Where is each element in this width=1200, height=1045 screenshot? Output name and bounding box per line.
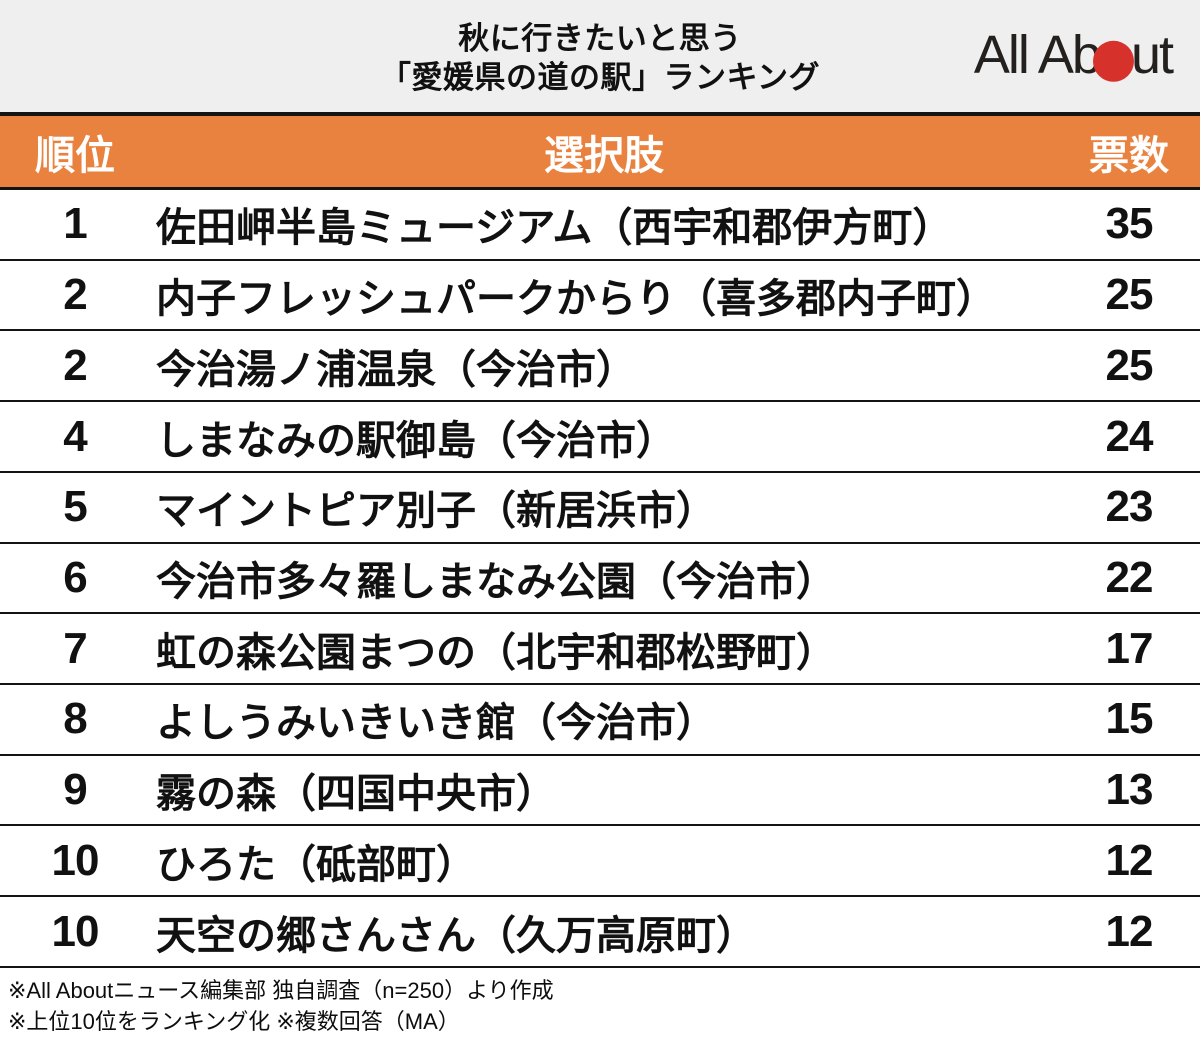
header-votes: 票数 [1089,133,1169,178]
table-row: 10 天空の郷さんさん（久万高原町） 12 [0,897,1200,968]
title-line-1: 秋に行きたいと思う [458,21,742,56]
rank-cell: 8 [63,694,87,744]
rank-cell: 2 [63,270,87,320]
rank-cell: 4 [63,411,87,461]
table-row: 2 今治湯ノ浦温泉（今治市） 25 [0,331,1200,403]
votes-cell: 24 [1105,411,1154,461]
footer-note-2: ※上位10位をランキング化 ※複数回答（MA） [8,1008,460,1034]
votes-cell: 13 [1105,765,1154,815]
votes-cell: 15 [1105,694,1154,744]
rank-cell: 1 [63,199,87,249]
rank-cell: 6 [63,552,87,602]
choice-cell: 霧の森（四国中央市） [156,772,556,817]
choice-cell: ひろた（砥部町） [156,842,476,887]
header-rank: 順位 [35,133,115,178]
table-row: 6 今治市多々羅しまなみ公園（今治市） 22 [0,543,1200,615]
votes-cell: 17 [1105,623,1154,673]
choice-cell: よしうみいきいき館（今治市） [156,701,716,746]
allabout-logo: All Ab ut [973,24,1174,86]
header-choice: 選択肢 [544,133,664,178]
table-row: 5 マイントピア別子（新居浜市） 23 [0,472,1200,544]
choice-cell: 天空の郷さんさん（久万高原町） [156,913,756,958]
rank-cell: 5 [63,482,87,532]
rank-cell: 10 [51,906,100,956]
choice-cell: 今治湯ノ浦温泉（今治市） [156,347,636,392]
footer-note-1: ※All Aboutニュース編集部 独自調査（n=250）より作成 [8,977,554,1003]
table-row: 9 霧の森（四国中央市） 13 [0,755,1200,827]
logo-text-left: All Ab [973,24,1102,85]
rank-cell: 7 [63,623,87,673]
votes-cell: 12 [1105,835,1154,885]
rank-cell: 2 [63,340,87,390]
votes-cell: 12 [1105,906,1154,956]
choice-cell: 今治市多々羅しまなみ公園（今治市） [156,559,836,604]
choice-cell: 虹の森公園まつの（北宇和郡松野町） [156,630,836,675]
table-row: 4 しまなみの駅御島（今治市） 24 [0,402,1200,473]
ranking-table: 順位 選択肢 票数 1 佐田岬半島ミュージアム（西宇和郡伊方町） 35 2 内子… [0,112,1200,968]
votes-cell: 25 [1105,340,1154,390]
choice-cell: 佐田岬半島ミュージアム（西宇和郡伊方町） [156,206,953,251]
votes-cell: 22 [1105,552,1154,602]
table-row: 7 虹の森公園まつの（北宇和郡松野町） 17 [0,614,1200,686]
choice-cell: マイントピア別子（新居浜市） [156,489,716,534]
title-line-2: 「愛媛県の道の駅」ランキング [379,60,821,95]
header-band: 秋に行きたいと思う 「愛媛県の道の駅」ランキング All Ab ut [0,0,1200,112]
rank-cell: 10 [51,835,100,885]
table-row: 8 よしうみいきいき館（今治市） 15 [0,685,1200,756]
logo-red-circle-icon [1092,40,1134,82]
table-row: 10 ひろた（砥部町） 12 [0,826,1200,898]
table-row: 2 内子フレッシュパークからり（喜多郡内子町） 25 [0,260,1200,332]
table-row: 1 佐田岬半島ミュージアム（西宇和郡伊方町） 35 [0,190,1200,261]
votes-cell: 23 [1105,482,1154,532]
table-body: 1 佐田岬半島ミュージアム（西宇和郡伊方町） 35 2 内子フレッシュパークから… [0,190,1200,968]
votes-cell: 35 [1105,199,1154,249]
table-header-row: 順位 選択肢 票数 [0,112,1200,190]
votes-cell: 25 [1105,270,1154,320]
choice-cell: 内子フレッシュパークからり（喜多郡内子町） [156,277,996,322]
logo-text-right: ut [1130,24,1174,85]
page-title: 秋に行きたいと思う 「愛媛県の道の駅」ランキング [380,15,820,97]
footer-notes: ※All Aboutニュース編集部 独自調査（n=250）より作成 ※上位10位… [0,967,1200,1037]
choice-cell: しまなみの駅御島（今治市） [156,418,676,463]
rank-cell: 9 [63,765,87,815]
